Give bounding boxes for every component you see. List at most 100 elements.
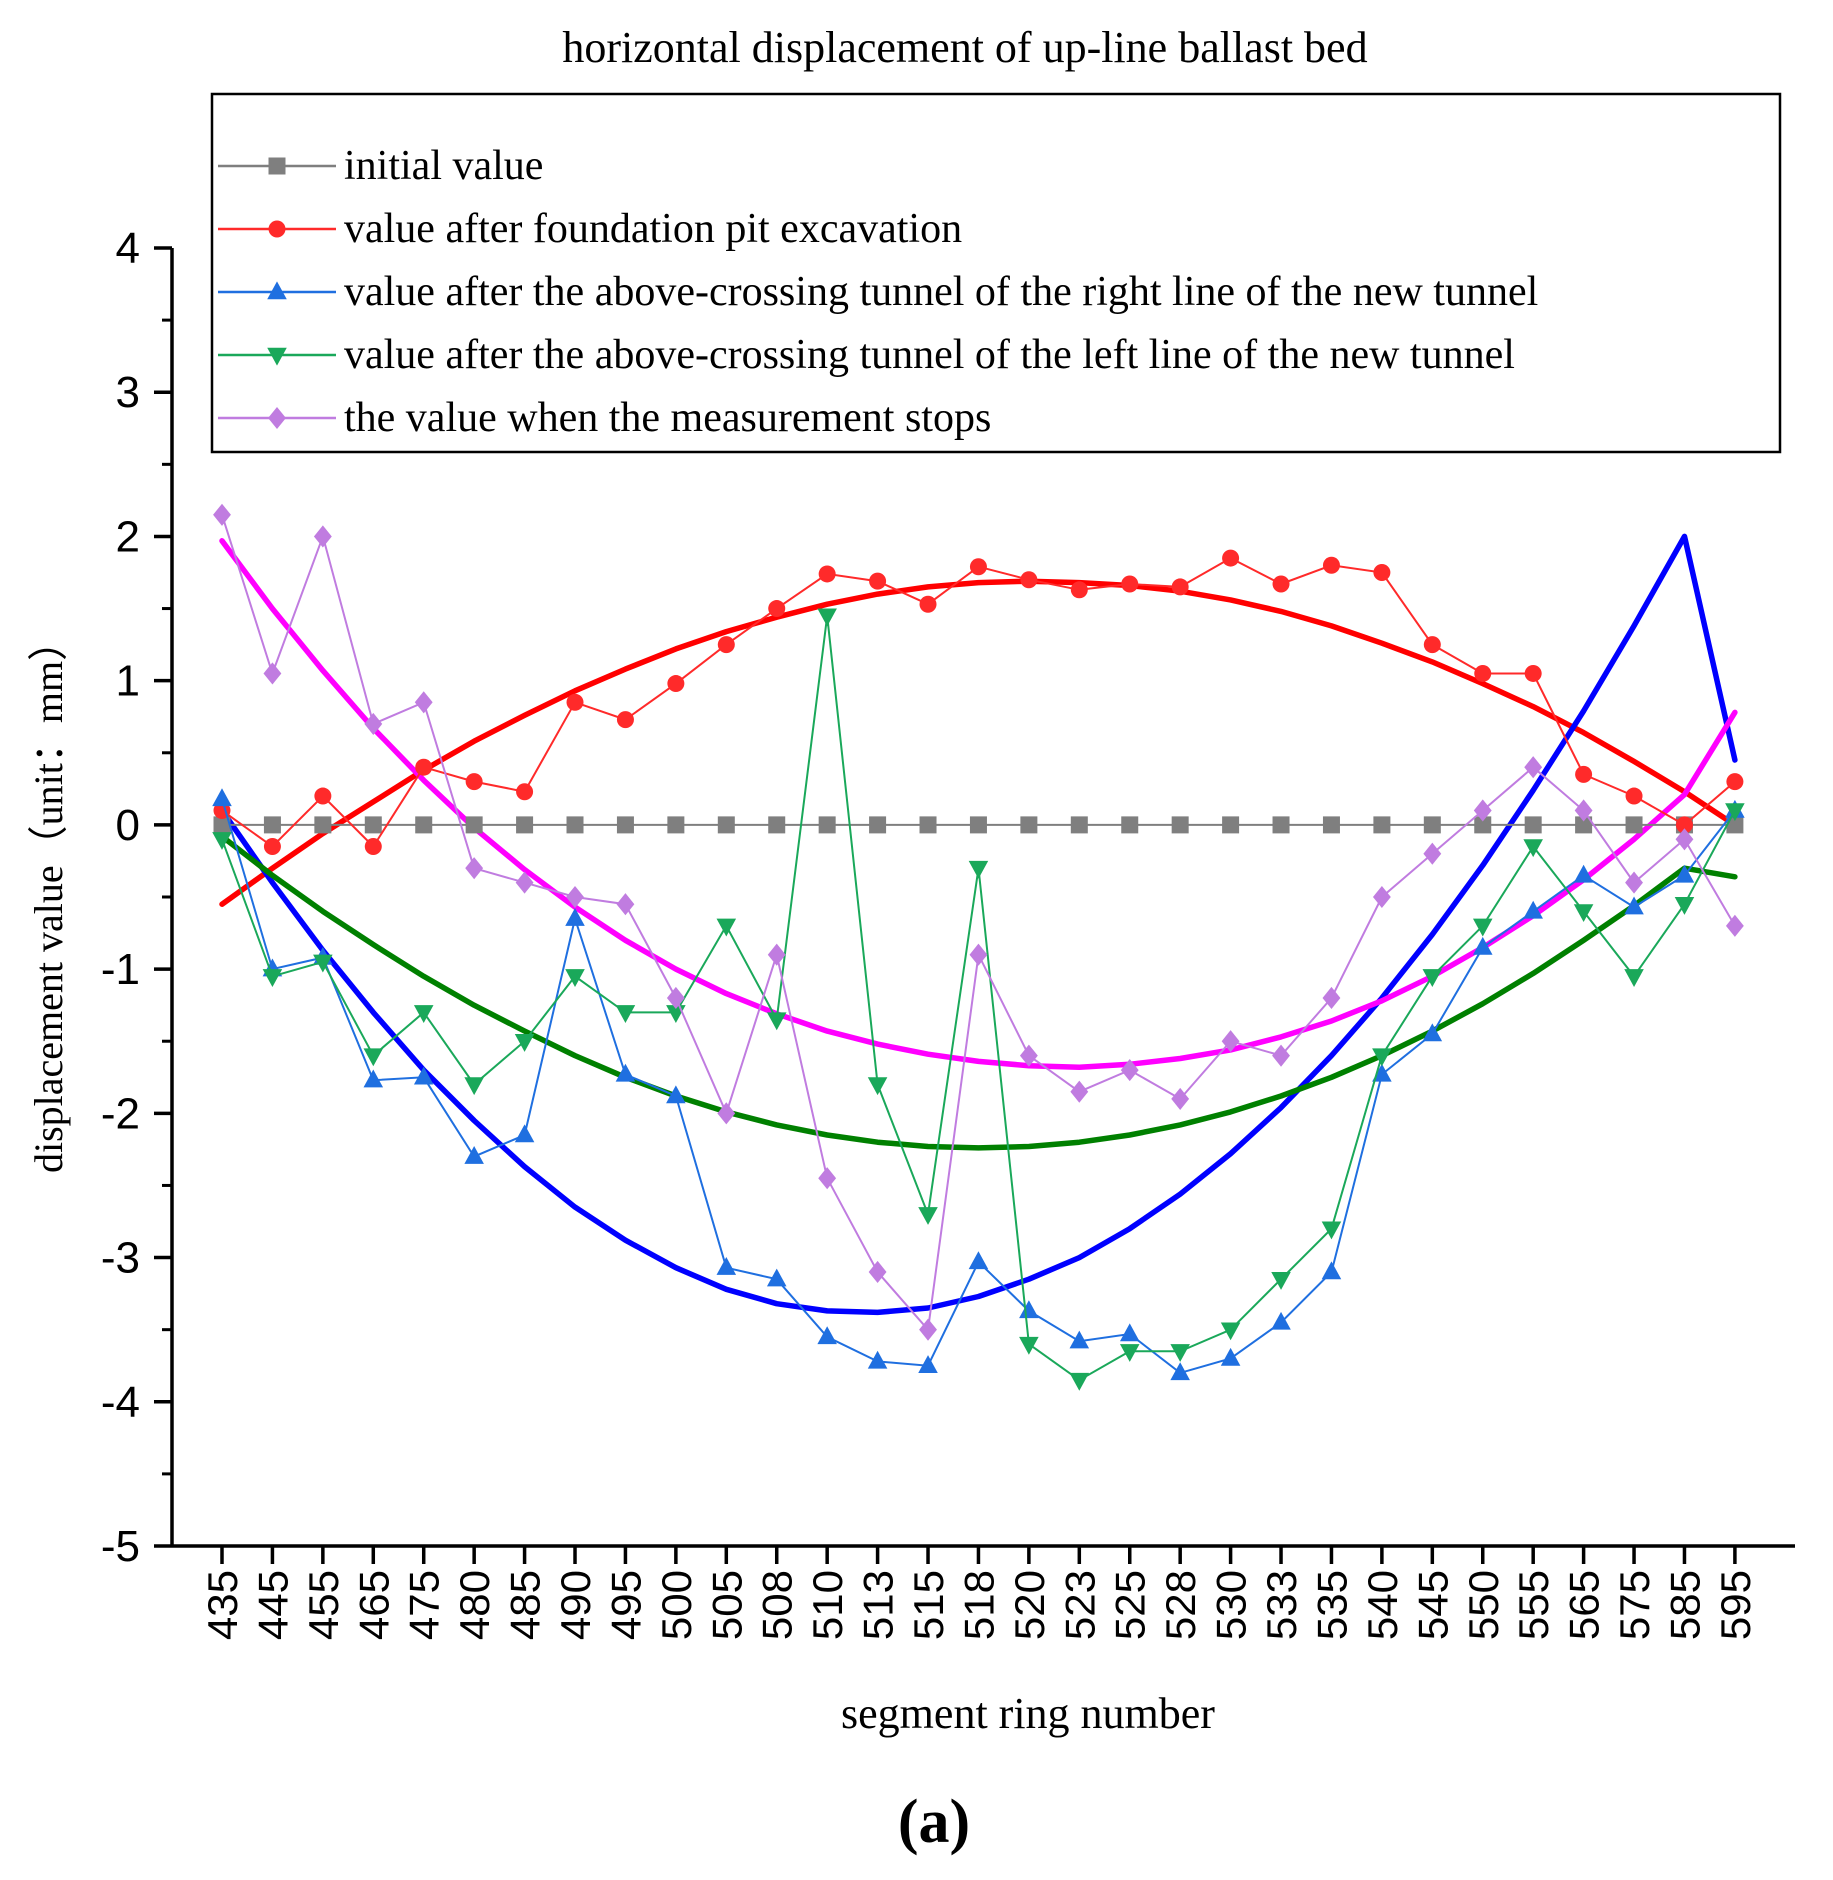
data-point <box>1423 842 1442 865</box>
data-point <box>968 860 989 879</box>
data-point <box>1322 986 1341 1010</box>
legend-box <box>210 92 1782 454</box>
data-point <box>818 565 836 583</box>
x-tick-label: 508 <box>754 1570 801 1640</box>
y-tick-label: 4 <box>116 224 140 273</box>
data-point <box>565 908 585 926</box>
data-point <box>314 816 332 834</box>
data-point <box>1575 765 1593 783</box>
y-tick-label: -2 <box>101 1089 140 1138</box>
data-point <box>666 986 685 1010</box>
data-point <box>1119 1323 1140 1342</box>
x-tick-label: 435 <box>199 1570 246 1640</box>
y-tick-label: -4 <box>101 1378 140 1427</box>
x-tick-label: 540 <box>1359 1570 1406 1640</box>
data-point <box>818 1167 837 1190</box>
data-point <box>263 662 282 685</box>
x-tick-label: 455 <box>300 1570 347 1640</box>
x-tick-label: 530 <box>1208 1570 1255 1640</box>
data-point <box>1222 816 1240 834</box>
data-point <box>1019 1300 1039 1319</box>
data-point <box>514 1033 535 1052</box>
series-line <box>221 514 1736 1333</box>
data-point <box>1322 816 1340 834</box>
data-point <box>465 857 484 880</box>
data-point <box>1573 904 1594 923</box>
fit-curve <box>219 578 1738 907</box>
x-axis-label: segment ring number <box>841 1689 1215 1738</box>
data-point <box>1422 969 1443 987</box>
x-tick-label: 490 <box>552 1570 599 1640</box>
data-point <box>363 1069 384 1088</box>
x-tick-label: 505 <box>703 1570 750 1640</box>
data-point <box>1725 803 1745 822</box>
data-point <box>313 954 333 973</box>
data-point <box>1070 816 1088 834</box>
legend-label: the value when the measurement stops <box>344 395 991 441</box>
data-point <box>314 787 332 805</box>
data-point <box>817 1326 837 1345</box>
x-ticks: 435 445 455 465 475 480 485 490 495 500 505 508 510 5… <box>199 1546 1759 1640</box>
data-point <box>1474 816 1492 834</box>
x-tick-label: 585 <box>1661 1570 1708 1640</box>
x-tick-label: 520 <box>1006 1570 1053 1640</box>
data-point <box>414 691 433 714</box>
chart-title: horizontal displacement of up-line balla… <box>562 23 1367 72</box>
legend-label: value after foundation pit excavation <box>344 206 962 252</box>
x-tick-label: 518 <box>955 1570 1002 1640</box>
data-point <box>616 816 634 834</box>
x-tick-label: 545 <box>1409 1570 1456 1640</box>
legend-label: initial value <box>344 143 543 189</box>
data-point <box>1726 816 1744 834</box>
data-point <box>1575 816 1593 834</box>
data-point <box>1321 1261 1342 1280</box>
data-point <box>867 1350 888 1369</box>
data-point <box>364 838 382 856</box>
fit-curve <box>219 533 1738 1316</box>
data-point <box>1119 1344 1140 1362</box>
x-tick-label: 465 <box>350 1570 397 1640</box>
data-point <box>364 712 383 735</box>
data-point <box>1271 1311 1291 1330</box>
legend: initial value value after foundation pit … <box>218 143 1538 441</box>
y-ticks: -5 -4 -3 -2 -1 0 1 2 3 4 <box>101 224 172 1571</box>
x-tick-label: 555 <box>1510 1570 1557 1640</box>
data-point <box>464 1145 484 1164</box>
data-point <box>1373 816 1391 834</box>
data-point <box>869 816 887 834</box>
data-point <box>919 816 937 834</box>
data-point <box>1423 816 1441 834</box>
data-point <box>1524 816 1542 834</box>
data-point <box>768 816 786 834</box>
data-point <box>263 838 281 856</box>
data-point <box>1272 816 1290 834</box>
data-point <box>768 600 786 618</box>
data-point <box>1220 1347 1241 1366</box>
data-point <box>716 918 737 937</box>
data-point <box>767 943 786 966</box>
data-point <box>918 1355 938 1373</box>
data-point <box>1171 1087 1190 1110</box>
data-point <box>919 1318 937 1341</box>
y-axis-label: displacement value（unit：mm） <box>26 621 71 1173</box>
x-tick-label: 500 <box>653 1570 700 1640</box>
data-point <box>1121 816 1139 834</box>
panel-label: (a) <box>898 1788 970 1856</box>
data-point <box>667 816 685 834</box>
data-point <box>1423 636 1441 654</box>
data-point <box>1726 773 1744 791</box>
data-point <box>413 1066 434 1085</box>
data-point <box>1272 1044 1290 1067</box>
data-point <box>1675 816 1693 834</box>
data-point <box>515 871 534 894</box>
data-point <box>918 1207 938 1225</box>
data-point <box>1473 799 1492 822</box>
data-point <box>1472 918 1493 937</box>
data-point <box>1422 1023 1443 1042</box>
data-point <box>1019 1336 1039 1355</box>
y-tick-label: -3 <box>101 1234 140 1283</box>
data-point <box>1373 564 1391 581</box>
y-tick-label: -1 <box>101 945 140 994</box>
data-point <box>1372 885 1391 909</box>
